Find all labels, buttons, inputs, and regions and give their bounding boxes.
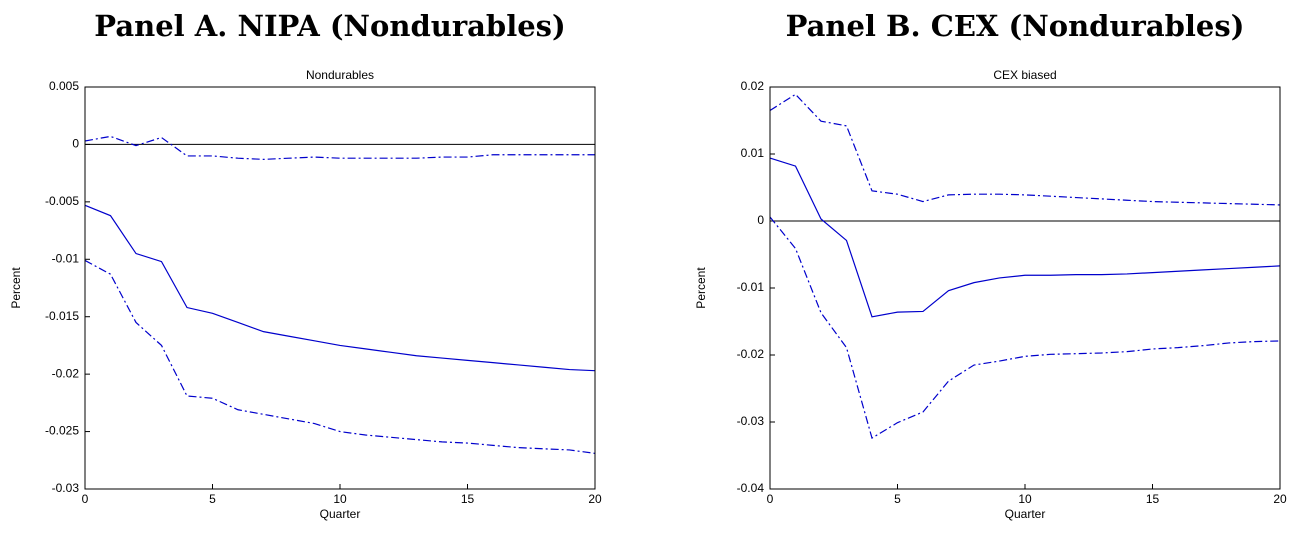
chart-title: CEX biased xyxy=(993,68,1056,82)
y-tick-label: -0.01 xyxy=(737,280,765,294)
line-series xyxy=(84,259,596,454)
y-tick-label: -0.03 xyxy=(737,414,765,428)
y-tick-label: 0 xyxy=(757,213,764,227)
y-axis-label: Percent xyxy=(9,267,23,309)
line-series xyxy=(84,204,596,372)
y-tick-label: -0.01 xyxy=(52,251,80,265)
y-tick-label: -0.025 xyxy=(45,424,79,438)
x-tick-label: 5 xyxy=(209,492,216,506)
y-tick-label: -0.03 xyxy=(52,481,80,495)
x-tick-label: 5 xyxy=(894,492,901,506)
x-axis-label: Quarter xyxy=(320,507,361,521)
x-tick-label: 0 xyxy=(767,492,774,506)
line-series xyxy=(769,216,1281,440)
y-tick-label: 0.02 xyxy=(741,79,765,93)
x-tick-label: 20 xyxy=(1273,492,1287,506)
y-tick-label: -0.02 xyxy=(737,347,765,361)
x-tick-label: 15 xyxy=(461,492,475,506)
y-axis-label: Percent xyxy=(694,267,708,309)
line-series xyxy=(84,135,595,160)
y-tick-label: 0.005 xyxy=(49,79,79,93)
y-tick-label: 0 xyxy=(72,137,79,151)
y-tick-label: -0.04 xyxy=(737,481,765,495)
x-tick-label: 0 xyxy=(82,492,89,506)
line-series xyxy=(769,93,1281,206)
x-tick-label: 10 xyxy=(1018,492,1032,506)
plot-frame xyxy=(769,86,1281,490)
y-tick-label: -0.015 xyxy=(45,309,79,323)
x-tick-label: 10 xyxy=(333,492,347,506)
panel-title: Panel A. NIPA (Nondurables) xyxy=(94,9,565,43)
x-tick-label: 15 xyxy=(1146,492,1160,506)
y-tick-label: -0.005 xyxy=(45,194,79,208)
chart-title: Nondurables xyxy=(306,68,374,82)
x-tick-label: 20 xyxy=(588,492,602,506)
plot-frame xyxy=(84,86,596,490)
y-tick-label: 0.01 xyxy=(741,146,765,160)
y-tick-label: -0.02 xyxy=(52,366,80,380)
line-series xyxy=(769,157,1281,318)
panel-title: Panel B. CEX (Nondurables) xyxy=(786,9,1245,43)
x-axis-label: Quarter xyxy=(1005,507,1046,521)
